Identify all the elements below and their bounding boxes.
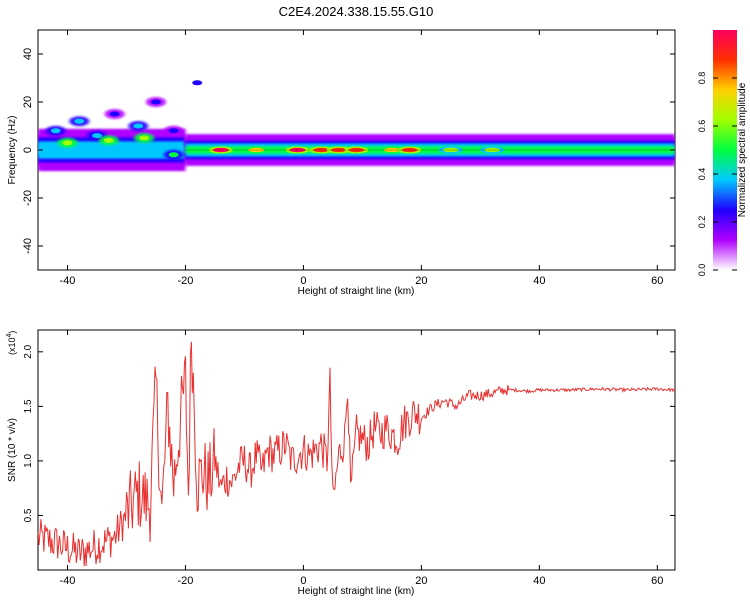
colorbar-tick-label: 0.4 xyxy=(697,168,707,181)
y-tick-label: 0 xyxy=(22,147,34,153)
spectrogram-heat-layer xyxy=(38,77,675,172)
y-tick-label: -40 xyxy=(22,238,34,254)
x-tick-label: 0 xyxy=(300,575,306,587)
colorbar-tick-label: 0.6 xyxy=(697,120,707,133)
x-tick-label: 40 xyxy=(533,275,545,287)
x-tick-label: 40 xyxy=(533,575,545,587)
spectrogram-blob-core xyxy=(109,111,120,117)
snr-y-multiplier-close: ) xyxy=(7,331,17,334)
snr-x-ticks: -40 -20 0 20 40 60 xyxy=(60,330,663,587)
x-tick-label: -20 xyxy=(178,575,194,587)
spectrogram-blob-core xyxy=(150,99,161,105)
colorbar-tick-label: 0.8 xyxy=(697,72,707,85)
spectrogram-blob-core xyxy=(139,135,150,141)
snr-y-label: SNR (10 * v/v) xyxy=(7,418,18,482)
x-tick-label: 60 xyxy=(651,275,663,287)
spectrogram-blob-core xyxy=(168,128,179,134)
x-tick-label: -20 xyxy=(178,275,194,287)
y-tick-label: 20 xyxy=(22,96,34,108)
spectrogram-panel: -40 -20 0 20 40 60 -40 -20 0 20 40 Height of stra… xyxy=(7,29,676,297)
y-tick-label: 0.5 xyxy=(23,508,34,522)
spectrogram-band xyxy=(38,145,186,155)
y-tick-label: 40 xyxy=(22,48,34,60)
spectrogram-x-ticks: -40 -20 0 20 40 60 xyxy=(60,30,663,287)
y-tick-label: -20 xyxy=(22,190,34,206)
y-tick-label: 1.5 xyxy=(23,399,34,413)
colorbar-tick-label: 0.2 xyxy=(697,216,707,229)
snr-y-multiplier: (x104) xyxy=(6,331,17,355)
colorbar-ticks: 0.0 0.2 0.4 0.6 0.8 xyxy=(697,72,737,277)
spectrogram-blob-core xyxy=(62,140,73,146)
x-tick-label: -40 xyxy=(60,575,76,587)
snr-y-ticks: 0.5 1.0 1.5 2.0 xyxy=(23,344,675,522)
spectrogram-blob-core xyxy=(50,128,61,134)
spectrogram-blob-core xyxy=(192,80,203,86)
x-tick-label: -40 xyxy=(60,275,76,287)
snr-frame xyxy=(37,329,676,571)
spectrogram-y-label: Frequency (Hz) xyxy=(7,116,18,185)
y-tick-label: 2.0 xyxy=(23,344,34,358)
spectrogram-blob-core xyxy=(133,123,144,129)
snr-x-label: Height of straight line (km) xyxy=(298,586,415,597)
spectrogram-x-label: Height of straight line (km) xyxy=(298,286,415,297)
snr-panel: -40 -20 0 20 40 60 0.5 1.0 1.5 2.0 Height of str… xyxy=(6,329,676,597)
x-tick-label: 20 xyxy=(415,575,427,587)
y-tick-label: 1.0 xyxy=(23,454,34,468)
spectrogram-y-ticks: -40 -20 0 20 40 xyxy=(22,48,675,254)
snr-y-multiplier-exp: 4 xyxy=(6,333,13,337)
spectrogram-blob-core xyxy=(74,118,85,124)
figure-title: C2E4.2024.338.15.55.G10 xyxy=(279,4,434,19)
spectrogram-blob-core xyxy=(103,137,114,143)
spectrogram-blob-core xyxy=(168,152,179,158)
snr-series-line xyxy=(38,341,675,567)
colorbar-tick-label: 0.0 xyxy=(697,264,707,277)
spectrogram-blob-core xyxy=(91,133,102,139)
x-tick-label: 20 xyxy=(415,275,427,287)
colorbar: 0.0 0.2 0.4 0.6 0.8 Normalized spectral ampl… xyxy=(697,30,748,276)
colorbar-bar xyxy=(713,30,737,270)
x-tick-label: 60 xyxy=(651,575,663,587)
x-tick-label: 0 xyxy=(300,275,306,287)
colorbar-label: Normalized spectral amplitude xyxy=(737,82,748,217)
snr-y-multiplier-base: (x10 xyxy=(7,337,17,355)
